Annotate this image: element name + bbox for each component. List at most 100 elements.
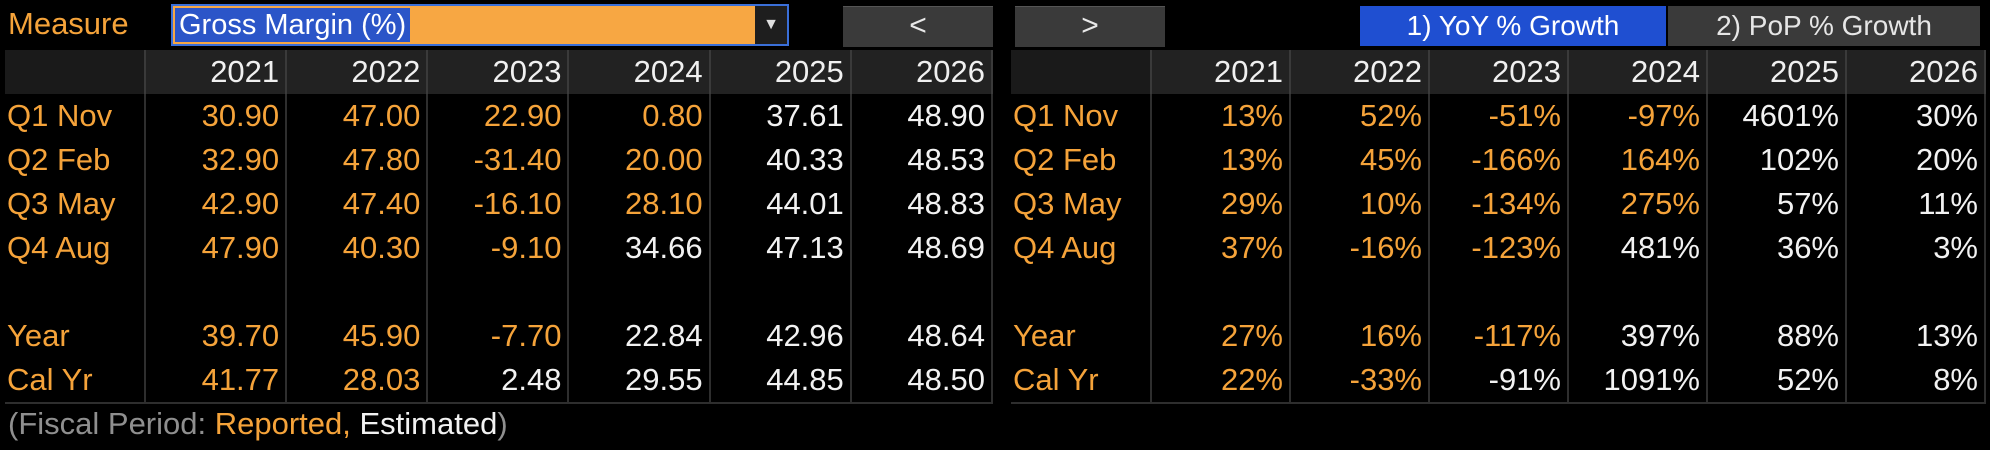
table-cell[interactable]: 22% — [1151, 358, 1291, 404]
table-row[interactable]: Q3 May 42.90 47.40 -16.10 28.10 44.01 48.83 — [5, 182, 994, 226]
table-cell[interactable]: -16% — [1290, 226, 1430, 270]
table-cell[interactable]: 13% — [1151, 94, 1291, 138]
table-cell[interactable]: 47.80 — [286, 138, 429, 182]
table-cell[interactable]: -134% — [1429, 182, 1569, 226]
table-cell[interactable]: 30.90 — [145, 94, 288, 138]
table-cell[interactable]: 0.80 — [568, 94, 711, 138]
table-cell[interactable]: 28.10 — [568, 182, 711, 226]
column-header[interactable]: 2021 — [145, 50, 288, 94]
table-cell[interactable]: 45.90 — [286, 314, 429, 358]
column-header[interactable]: 2026 — [1846, 50, 1986, 94]
table-cell[interactable]: 48.69 — [850, 226, 994, 270]
table-cell[interactable]: 37% — [1151, 226, 1291, 270]
table-cell[interactable]: 3% — [1846, 226, 1986, 270]
table-cell[interactable]: 275% — [1568, 182, 1708, 226]
table-row[interactable]: Q4 Aug 47.90 40.30 -9.10 34.66 47.13 48.69 — [5, 226, 994, 270]
table-cell[interactable]: 29% — [1151, 182, 1291, 226]
table-cell[interactable]: -123% — [1429, 226, 1569, 270]
measure-dropdown[interactable]: Gross Margin (%) ▼ — [171, 4, 789, 46]
column-header[interactable]: 2023 — [1429, 50, 1569, 94]
table-cell[interactable]: 164% — [1568, 138, 1708, 182]
table-cell[interactable]: -91% — [1429, 358, 1569, 404]
table-cell[interactable]: 36% — [1707, 226, 1847, 270]
table-row[interactable]: Cal Yr 22% -33% -91% 1091% 52% 8% — [1011, 358, 1986, 404]
yoy-growth-button[interactable]: 1) YoY % Growth — [1360, 6, 1666, 46]
table-cell[interactable]: 52% — [1290, 94, 1430, 138]
table-cell[interactable]: 27% — [1151, 314, 1291, 358]
table-cell[interactable]: 30% — [1846, 94, 1986, 138]
table-cell[interactable]: 40.33 — [709, 138, 852, 182]
table-cell[interactable]: 37.61 — [709, 94, 852, 138]
table-cell[interactable]: -166% — [1429, 138, 1569, 182]
table-cell[interactable]: 16% — [1290, 314, 1430, 358]
column-header[interactable]: 2022 — [1290, 50, 1430, 94]
table-cell[interactable]: 481% — [1568, 226, 1708, 270]
row-label[interactable]: Q3 May — [5, 182, 146, 226]
table-cell[interactable]: 47.13 — [709, 226, 852, 270]
table-cell[interactable]: 47.40 — [286, 182, 429, 226]
table-cell[interactable]: 32.90 — [145, 138, 288, 182]
table-row[interactable]: Cal Yr 41.77 28.03 2.48 29.55 44.85 48.50 — [5, 358, 994, 404]
row-label[interactable]: Year — [1011, 314, 1152, 358]
row-label[interactable]: Q4 Aug — [5, 226, 146, 270]
row-label[interactable]: Q2 Feb — [5, 138, 146, 182]
table-cell[interactable]: 44.85 — [709, 358, 852, 404]
row-label[interactable]: Q1 Nov — [5, 94, 146, 138]
column-header[interactable]: 2026 — [850, 50, 994, 94]
table-cell[interactable]: 102% — [1707, 138, 1847, 182]
table-cell[interactable]: 13% — [1151, 138, 1291, 182]
table-cell[interactable]: 13% — [1846, 314, 1986, 358]
table-cell[interactable]: 42.96 — [709, 314, 852, 358]
table-cell[interactable]: 47.00 — [286, 94, 429, 138]
table-cell[interactable]: -117% — [1429, 314, 1569, 358]
table-cell[interactable]: 10% — [1290, 182, 1430, 226]
table-cell[interactable]: -7.70 — [427, 314, 570, 358]
chevron-down-icon[interactable]: ▼ — [755, 6, 787, 44]
table-cell[interactable]: -16.10 — [427, 182, 570, 226]
column-header[interactable]: 2025 — [709, 50, 852, 94]
table-row[interactable]: Q1 Nov 30.90 47.00 22.90 0.80 37.61 48.90 — [5, 94, 994, 138]
table-cell[interactable]: -51% — [1429, 94, 1569, 138]
table-cell[interactable]: 48.50 — [850, 358, 994, 404]
table-row[interactable]: Year 39.70 45.90 -7.70 22.84 42.96 48.64 — [5, 314, 994, 358]
table-cell[interactable]: 48.83 — [850, 182, 994, 226]
table-cell[interactable]: 22.90 — [427, 94, 570, 138]
row-label[interactable]: Year — [5, 314, 146, 358]
table-cell[interactable]: 4601% — [1707, 94, 1847, 138]
table-cell[interactable]: 48.53 — [850, 138, 994, 182]
column-header[interactable]: 2025 — [1707, 50, 1847, 94]
previous-button[interactable]: < — [843, 6, 993, 47]
table-cell[interactable]: 8% — [1846, 358, 1986, 404]
row-label[interactable]: Cal Yr — [1011, 358, 1152, 404]
table-cell[interactable]: 44.01 — [709, 182, 852, 226]
table-row[interactable]: Q3 May 29% 10% -134% 275% 57% 11% — [1011, 182, 1986, 226]
row-label[interactable]: Q4 Aug — [1011, 226, 1152, 270]
next-button[interactable]: > — [1015, 6, 1165, 47]
table-cell[interactable]: 47.90 — [145, 226, 288, 270]
row-label[interactable]: Q3 May — [1011, 182, 1152, 226]
row-label[interactable]: Q2 Feb — [1011, 138, 1152, 182]
table-cell[interactable]: 20% — [1846, 138, 1986, 182]
table-cell[interactable]: 41.77 — [145, 358, 288, 404]
table-cell[interactable]: 88% — [1707, 314, 1847, 358]
table-cell[interactable]: 34.66 — [568, 226, 711, 270]
table-cell[interactable]: 42.90 — [145, 182, 288, 226]
table-cell[interactable]: 48.64 — [850, 314, 994, 358]
table-cell[interactable]: 20.00 — [568, 138, 711, 182]
table-cell[interactable]: 397% — [1568, 314, 1708, 358]
table-cell[interactable]: 28.03 — [286, 358, 429, 404]
table-cell[interactable]: 45% — [1290, 138, 1430, 182]
table-cell[interactable]: 1091% — [1568, 358, 1708, 404]
row-label[interactable]: Cal Yr — [5, 358, 146, 404]
table-cell[interactable]: 2.48 — [427, 358, 570, 404]
table-row[interactable]: Q2 Feb 32.90 47.80 -31.40 20.00 40.33 48.53 — [5, 138, 994, 182]
table-cell[interactable]: 11% — [1846, 182, 1986, 226]
column-header[interactable]: 2024 — [1568, 50, 1708, 94]
table-cell[interactable]: -33% — [1290, 358, 1430, 404]
table-cell[interactable]: 48.90 — [850, 94, 994, 138]
table-row[interactable]: Q2 Feb 13% 45% -166% 164% 102% 20% — [1011, 138, 1986, 182]
table-cell[interactable]: 22.84 — [568, 314, 711, 358]
table-row[interactable]: Q1 Nov 13% 52% -51% -97% 4601% 30% — [1011, 94, 1986, 138]
column-header[interactable]: 2024 — [568, 50, 711, 94]
table-cell[interactable]: 29.55 — [568, 358, 711, 404]
